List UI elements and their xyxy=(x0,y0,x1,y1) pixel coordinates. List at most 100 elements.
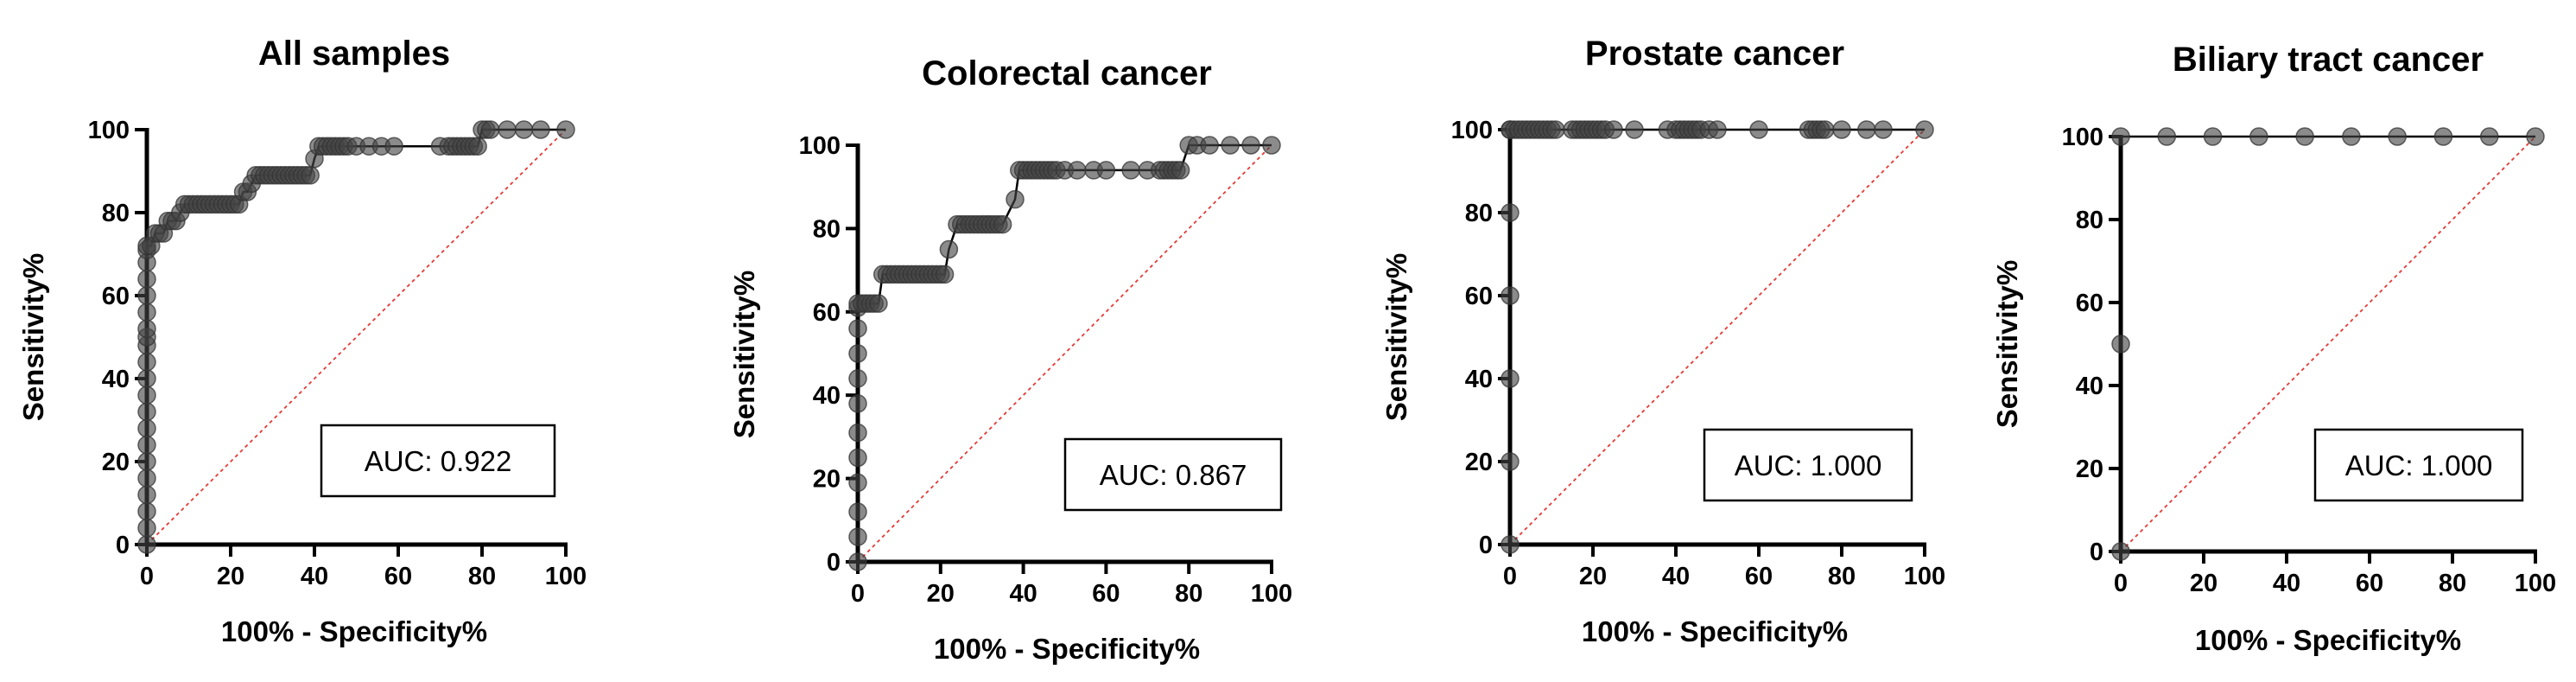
y-tick-label: 80 xyxy=(102,200,130,227)
roc-point xyxy=(1006,189,1025,209)
auc-box xyxy=(1063,437,1283,512)
x-tick-label: 0 xyxy=(2114,570,2128,597)
y-tick-label: 60 xyxy=(1465,283,1493,310)
roc-point xyxy=(137,485,156,505)
y-tick-label: 40 xyxy=(813,382,841,410)
y-tick-label: 60 xyxy=(2076,290,2103,317)
roc-point xyxy=(848,527,867,546)
x-tick-label: 40 xyxy=(1662,563,1690,590)
roc-point xyxy=(137,386,156,405)
roc-point xyxy=(2111,127,2130,146)
x-tick-label: 40 xyxy=(2273,570,2300,597)
roc-point xyxy=(1816,120,1835,139)
x-tick-label: 20 xyxy=(927,580,955,608)
roc-point xyxy=(1501,369,1520,388)
auc-box xyxy=(2313,428,2524,502)
roc-point xyxy=(137,319,156,339)
y-tick-label: 60 xyxy=(813,299,841,327)
roc-point xyxy=(2203,127,2223,146)
roc-point xyxy=(556,120,575,139)
roc-point xyxy=(137,270,156,289)
roc-point xyxy=(1857,120,1876,139)
reference-diagonal xyxy=(857,144,1272,563)
roc-point xyxy=(2111,335,2130,354)
y-tick-label: 40 xyxy=(102,366,130,393)
roc-point xyxy=(2249,127,2268,146)
y-tick-label: 100 xyxy=(1451,117,1493,144)
chart-title: All samples xyxy=(258,35,450,73)
y-tick-label: 20 xyxy=(813,466,841,494)
roc-point xyxy=(137,353,156,372)
roc-point xyxy=(1501,286,1520,305)
roc-point xyxy=(468,137,487,156)
roc-point xyxy=(480,120,500,139)
roc-point xyxy=(2526,127,2545,146)
roc-point xyxy=(848,448,867,468)
roc-point xyxy=(993,214,1012,234)
roc-panel-4: Biliary tract cancer 0 20 40 60 80 100 0 20 40 60 8… xyxy=(1991,41,2556,656)
auc-label: AUC: 1.000 xyxy=(2345,449,2493,481)
roc-point xyxy=(514,120,534,139)
roc-point xyxy=(137,436,156,455)
roc-point xyxy=(137,286,156,305)
x-tick-label: 0 xyxy=(1503,563,1517,590)
roc-point xyxy=(848,502,867,521)
roc-point xyxy=(1915,120,1934,139)
chart-title: Prostate cancer xyxy=(1585,35,1844,73)
roc-point xyxy=(2157,127,2177,146)
reference-diagonal xyxy=(2120,136,2536,552)
y-tick-label: 80 xyxy=(2076,207,2103,234)
reference-diagonal xyxy=(146,129,567,545)
roc-point xyxy=(2388,127,2407,146)
roc-point xyxy=(2111,542,2130,561)
roc-point xyxy=(137,369,156,388)
x-tick-label: 80 xyxy=(468,563,496,590)
roc-point xyxy=(1501,535,1520,554)
y-tick-label: 80 xyxy=(813,215,841,243)
roc-point xyxy=(2295,127,2314,146)
x-tick-label: 20 xyxy=(217,563,244,590)
roc-point xyxy=(137,501,156,521)
roc-point xyxy=(939,239,959,259)
y-tick-label: 60 xyxy=(102,283,130,310)
roc-point xyxy=(848,369,867,388)
y-tick-label: 40 xyxy=(1465,366,1493,393)
y-tick-label: 0 xyxy=(2090,539,2103,566)
x-axis-label: 100% - Specificity% xyxy=(1582,615,1848,647)
x-axis-label: 100% - Specificity% xyxy=(2195,624,2461,656)
x-tick-label: 0 xyxy=(140,563,154,590)
x-tick-label: 40 xyxy=(1009,580,1037,608)
y-tick-label: 100 xyxy=(88,117,130,144)
y-tick-label: 100 xyxy=(799,132,841,160)
x-tick-label: 60 xyxy=(384,563,412,590)
y-tick-label: 0 xyxy=(827,549,841,577)
y-axis-label: Sensitivity% xyxy=(17,253,49,421)
roc-point xyxy=(1749,120,1768,139)
y-axis-label: Sensitivity% xyxy=(728,271,760,438)
y-tick-label: 0 xyxy=(116,532,130,559)
roc-point xyxy=(848,344,867,363)
roc-panel-3: Prostate cancer 0 20 40 60 80 100 0 20 40 60 80 100 1… xyxy=(1380,35,1945,647)
x-tick-label: 20 xyxy=(1579,563,1607,590)
auc-box xyxy=(1703,428,1913,502)
roc-point xyxy=(384,137,403,156)
roc-point xyxy=(1832,120,1851,139)
y-tick-label: 100 xyxy=(2062,124,2103,151)
roc-point xyxy=(1625,120,1644,139)
x-tick-label: 100 xyxy=(2515,570,2556,597)
roc-point xyxy=(1121,161,1140,180)
auc-label: AUC: 1.000 xyxy=(1735,449,1882,481)
y-tick-label: 20 xyxy=(102,449,130,476)
roc-point xyxy=(1096,161,1116,180)
roc-point xyxy=(137,452,156,471)
roc-point xyxy=(848,319,867,338)
roc-point xyxy=(301,166,320,185)
roc-point xyxy=(1241,136,1260,155)
roc-point xyxy=(1708,120,1727,139)
x-tick-label: 100 xyxy=(545,563,587,590)
roc-point xyxy=(1501,203,1520,222)
roc-point xyxy=(137,519,156,538)
x-tick-label: 60 xyxy=(1092,580,1120,608)
roc-point xyxy=(531,120,550,139)
